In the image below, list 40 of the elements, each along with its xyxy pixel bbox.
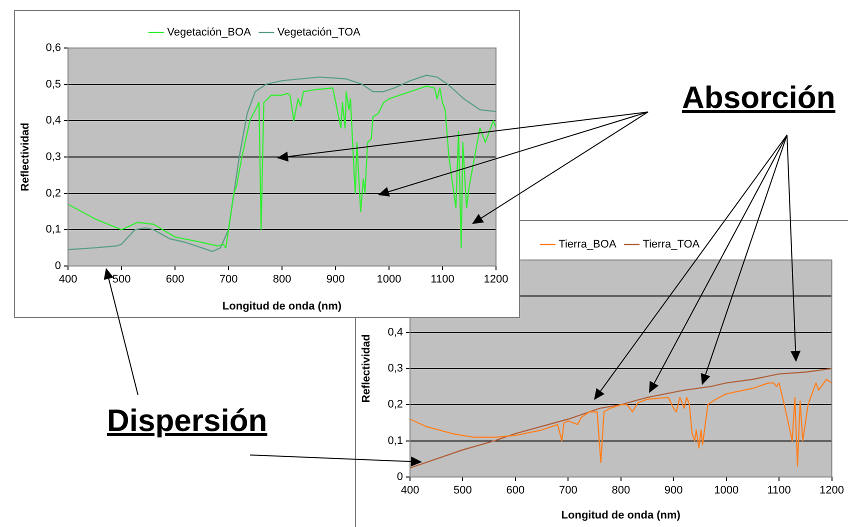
y-axis-title: Reflectividad <box>360 334 373 403</box>
x-tick-label: 400 <box>58 274 78 286</box>
x-axis-title: Longitud de onda (nm) <box>561 509 681 522</box>
legend-label: Vegetación_BOA <box>167 26 252 39</box>
x-tick-label: 700 <box>558 484 578 497</box>
text: Absorción <box>682 80 836 116</box>
y-tick-label: 0,1 <box>388 434 403 447</box>
x-tick-label: 900 <box>326 274 345 286</box>
y-tick-label: 0,4 <box>46 114 61 127</box>
legend-label: Tierra_BOA <box>558 238 617 251</box>
y-tick-label: 0,2 <box>46 187 61 200</box>
x-tick-label: 1200 <box>820 484 844 497</box>
x-tick-label: 1200 <box>484 274 508 286</box>
text: Dispersión <box>107 403 268 439</box>
x-tick-label: 400 <box>400 484 420 497</box>
x-tick-label: 1000 <box>376 274 402 286</box>
y-tick-label: 0 <box>54 260 61 272</box>
y-tick-label: 0,4 <box>388 326 403 338</box>
y-tick-label: 0,5 <box>46 78 61 90</box>
x-tick-label: 500 <box>454 484 472 497</box>
x-tick-label: 1100 <box>767 484 791 497</box>
x-tick-label: 1100 <box>430 274 454 286</box>
x-tick-label: 600 <box>506 484 525 497</box>
x-tick-label: 800 <box>272 274 292 286</box>
y-tick-label: 0,3 <box>388 362 403 375</box>
x-tick-label: 500 <box>112 274 131 286</box>
x-axis-title: Longitud de onda (nm) <box>222 300 342 312</box>
x-tick-label: 600 <box>166 274 184 286</box>
y-tick-label: 0,3 <box>46 151 61 164</box>
y-tick-label: 0,2 <box>388 398 403 411</box>
legend-label: Tierra_TOA <box>642 238 700 251</box>
x-tick-label: 900 <box>664 484 683 497</box>
y-tick-label: 0,6 <box>46 42 61 54</box>
x-tick-label: 1000 <box>714 484 739 497</box>
y-axis-title: Reflectividad <box>20 122 32 192</box>
x-tick-label: 800 <box>612 484 630 497</box>
legend-label: Vegetación_TOA <box>277 26 362 39</box>
y-tick-label: 0,1 <box>46 224 61 236</box>
y-tick-label: 0 <box>396 471 403 484</box>
x-tick-label: 700 <box>219 274 238 286</box>
